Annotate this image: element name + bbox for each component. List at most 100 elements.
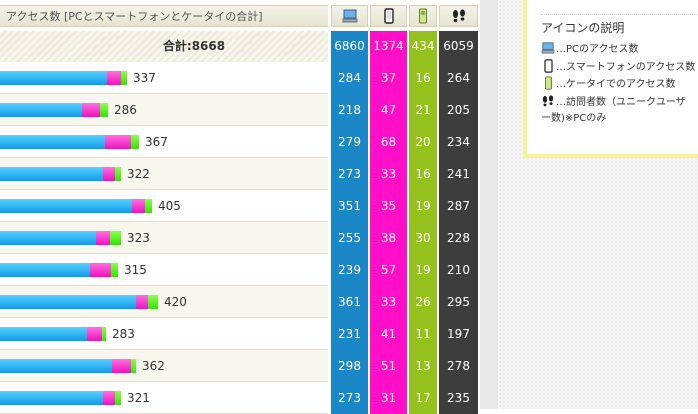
row-keitai: 11	[409, 318, 437, 350]
row-smartphone: 51	[370, 350, 407, 382]
row-keitai: 26	[409, 286, 437, 318]
legend-pc-text: …PCのアクセス数	[556, 44, 639, 55]
row-keitai: 13	[409, 350, 437, 382]
row-keitai: 30	[409, 222, 437, 254]
row-smartphone: 47	[370, 94, 407, 126]
table-row: 286 218 47 21 205	[0, 94, 480, 126]
table-row: 283 231 41 11 197	[0, 318, 480, 350]
bar-segment-pc	[0, 231, 96, 245]
access-stats-panel: アクセス数 [PCとスマートフォンとケータイの合計] 合計:8668 6860 …	[0, 0, 480, 414]
row-smartphone: 41	[370, 318, 407, 350]
table-row: 337 284 37 16 264	[0, 62, 480, 94]
row-total: 322	[127, 167, 150, 181]
row-pc: 231	[331, 318, 368, 350]
bar-segment-smartphone	[87, 327, 102, 341]
legend-smartphone-text: …スマートフォンのアクセス数	[556, 62, 696, 73]
legend-visitors-text: …訪問者数（ユニークユーザ	[556, 97, 686, 108]
bar-segment-pc	[0, 263, 90, 277]
row-visitors: 287	[439, 190, 478, 222]
access-bar	[0, 103, 108, 117]
row-smartphone: 57	[370, 254, 407, 286]
row-background	[0, 126, 328, 158]
bar-segment-pc	[0, 167, 103, 181]
footprints-icon	[541, 94, 555, 108]
total-pc: 6860	[331, 31, 368, 62]
access-bar	[0, 327, 106, 341]
row-background	[0, 254, 328, 286]
bar-segment-pc	[0, 135, 105, 149]
bar-segment-keitai	[115, 167, 121, 181]
bar-segment-keitai	[110, 231, 121, 245]
row-pc: 255	[331, 222, 368, 254]
table-row: 322 273 33 16 241	[0, 158, 480, 190]
table-row: 420 361 33 26 295	[0, 286, 480, 318]
row-smartphone: 37	[370, 62, 407, 94]
legend-item-visitors: …訪問者数（ユニークユーザ	[541, 93, 686, 108]
bar-segment-smartphone	[132, 199, 145, 213]
bar-segment-smartphone	[112, 359, 131, 373]
bar-segment-smartphone	[107, 71, 121, 85]
column-divider	[480, 0, 498, 409]
total-visitors: 6059	[439, 31, 478, 62]
row-total: 405	[158, 199, 181, 213]
header-title: アクセス数 [PCとスマートフォンとケータイの合計]	[0, 5, 328, 27]
keitai-icon	[541, 75, 555, 90]
row-pc: 279	[331, 126, 368, 158]
total-label: 合計:8668	[0, 31, 328, 62]
bar-segment-smartphone	[103, 391, 115, 405]
row-pc: 239	[331, 254, 368, 286]
bar-segment-smartphone	[96, 231, 110, 245]
row-visitors: 228	[439, 222, 478, 254]
table-row: 405 351 35 19 287	[0, 190, 480, 222]
keitai-icon	[409, 5, 437, 27]
row-pc: 298	[331, 350, 368, 382]
row-total: 362	[142, 359, 165, 373]
row-keitai: 16	[409, 62, 437, 94]
row-visitors: 235	[439, 382, 478, 414]
row-visitors: 234	[439, 126, 478, 158]
row-visitors: 241	[439, 158, 478, 190]
row-total: 283	[112, 327, 135, 341]
table-row: 321 273 31 17 235	[0, 382, 480, 414]
bar-segment-pc	[0, 359, 112, 373]
pc-icon	[541, 41, 555, 55]
access-bar	[0, 231, 121, 245]
access-bar	[0, 71, 127, 85]
smartphone-icon	[370, 5, 407, 27]
row-smartphone: 68	[370, 126, 407, 158]
row-background	[0, 318, 328, 350]
legend-item-smartphone: …スマートフォンのアクセス数	[541, 58, 695, 73]
row-total: 321	[127, 391, 150, 405]
bar-segment-pc	[0, 71, 107, 85]
access-bar	[0, 135, 139, 149]
bar-segment-keitai	[148, 295, 158, 309]
legend-visitors-note: ー数)※PCのみ	[541, 113, 607, 124]
access-bar	[0, 391, 121, 405]
row-keitai: 20	[409, 126, 437, 158]
bar-segment-keitai	[102, 327, 106, 341]
legend-keitai-text: …ケータイでのアクセス数	[556, 79, 676, 90]
legend-item-pc: …PCのアクセス数	[541, 40, 639, 55]
access-bar	[0, 167, 121, 181]
row-keitai: 16	[409, 158, 437, 190]
table-header: アクセス数 [PCとスマートフォンとケータイの合計]	[0, 0, 480, 30]
bar-segment-smartphone	[82, 103, 100, 117]
bar-segment-pc	[0, 391, 103, 405]
row-smartphone: 33	[370, 286, 407, 318]
total-keitai: 434	[409, 31, 437, 62]
row-keitai: 19	[409, 254, 437, 286]
legend-item-keitai: …ケータイでのアクセス数	[541, 75, 676, 90]
access-bar	[0, 199, 152, 213]
row-pc: 218	[331, 94, 368, 126]
row-total: 420	[164, 295, 187, 309]
row-total: 323	[127, 231, 150, 245]
row-pc: 361	[331, 286, 368, 318]
row-pc: 273	[331, 382, 368, 414]
bar-segment-keitai	[115, 391, 121, 405]
row-total: 367	[145, 135, 168, 149]
table-row: 323 255 38 30 228	[0, 222, 480, 254]
table-row: 362 298 51 13 278	[0, 350, 480, 382]
row-pc: 351	[331, 190, 368, 222]
row-visitors: 205	[439, 94, 478, 126]
row-visitors: 278	[439, 350, 478, 382]
